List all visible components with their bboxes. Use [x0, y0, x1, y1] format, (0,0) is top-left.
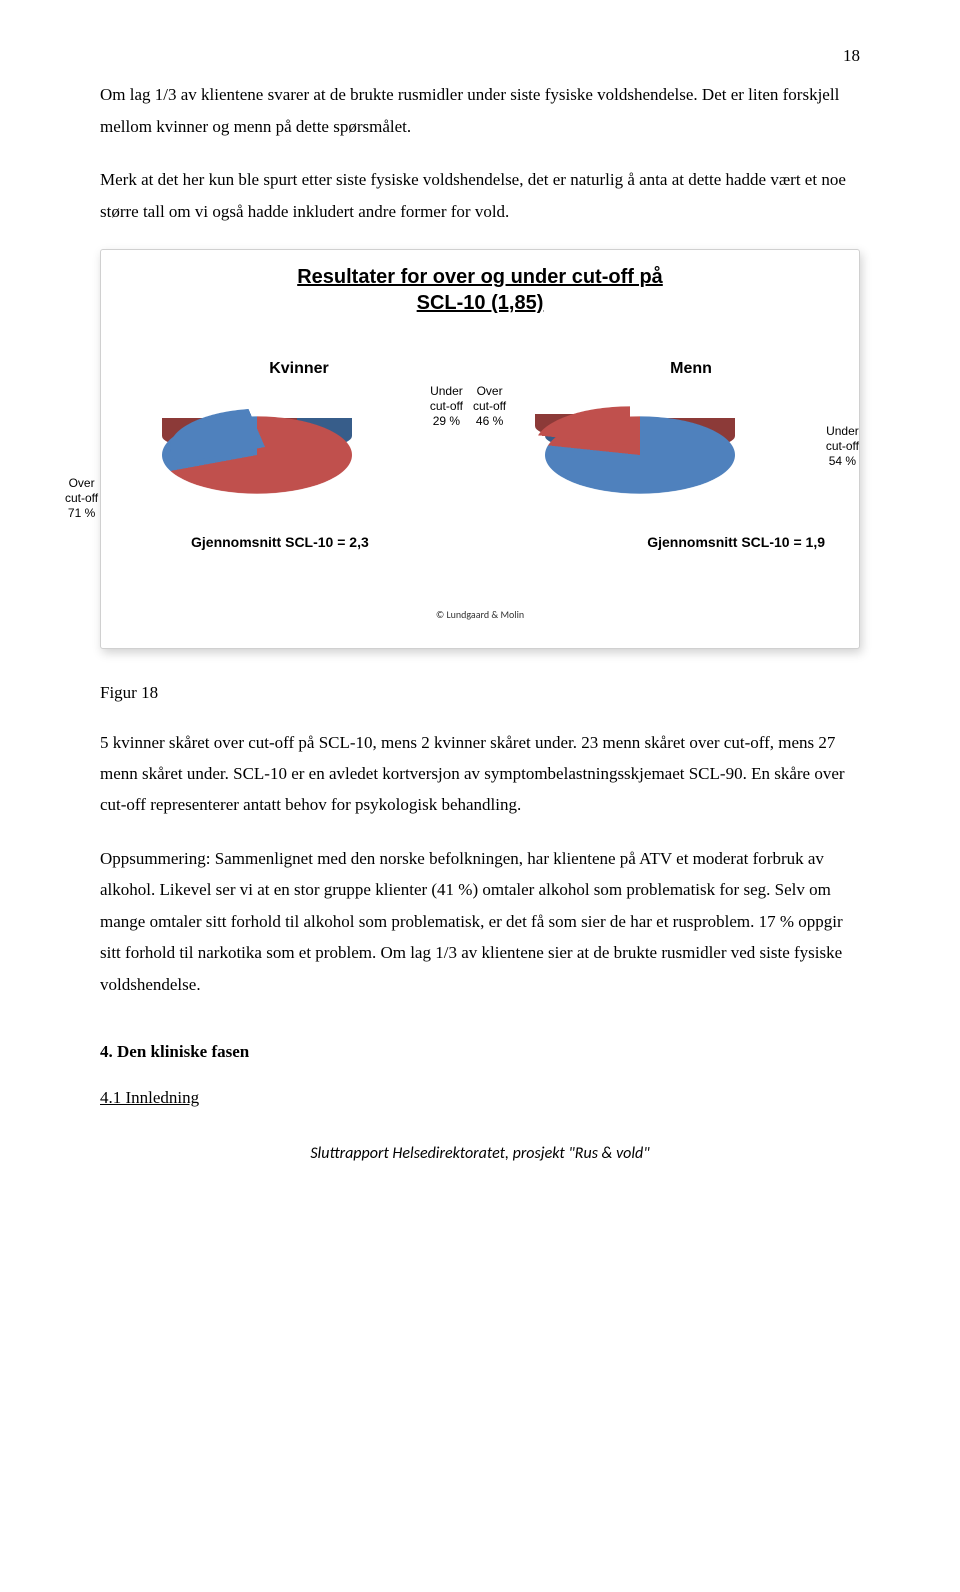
figure-title-line2: SCL-10 (1,85)	[417, 292, 544, 314]
paragraph-1: Om lag 1/3 av klientene svarer at de bru…	[100, 79, 860, 142]
pie-charts-row: Kvinner Overcut-off71 % Undercut-off29 %…	[113, 354, 847, 520]
figure-title: Resultater for over og under cut-off på …	[113, 264, 847, 316]
label-menn-under: Undercut-off54 %	[826, 424, 859, 469]
subsection-4-1: 4.1 Innledning	[100, 1082, 860, 1113]
pie-menn-wrap: Overcut-off46 % Undercut-off54 %	[485, 390, 837, 520]
label-kvinner-under: Undercut-off29 %	[430, 384, 463, 429]
figure-title-line1: Resultater for over og under cut-off på	[297, 266, 663, 288]
label-menn-over: Overcut-off46 %	[473, 384, 506, 429]
paragraph-3: 5 kvinner skåret over cut-off på SCL-10,…	[100, 727, 860, 821]
chart-kvinner: Kvinner Overcut-off71 % Undercut-off29 %	[123, 354, 475, 520]
page-footer: Sluttrapport Helsedirektoratet, prosjekt…	[100, 1139, 860, 1169]
figure-copyright: © Lundgaard & Molin	[113, 606, 847, 625]
page-number: 18	[100, 40, 860, 71]
pie-kvinner-wrap: Overcut-off71 % Undercut-off29 %	[123, 390, 475, 520]
label-kvinner-over: Overcut-off71 %	[65, 476, 98, 521]
chart-menn: Menn Overcut-off46 % Undercut-off54 %	[485, 354, 837, 520]
section-heading-4: 4. Den kliniske fasen	[100, 1036, 860, 1067]
figure-card: Resultater for over og under cut-off på …	[100, 249, 860, 649]
paragraph-4: Oppsummering: Sammenlignet med den norsk…	[100, 843, 860, 1000]
paragraph-2: Merk at det her kun ble spurt etter sist…	[100, 164, 860, 227]
figure-caption: Figur 18	[100, 677, 860, 708]
